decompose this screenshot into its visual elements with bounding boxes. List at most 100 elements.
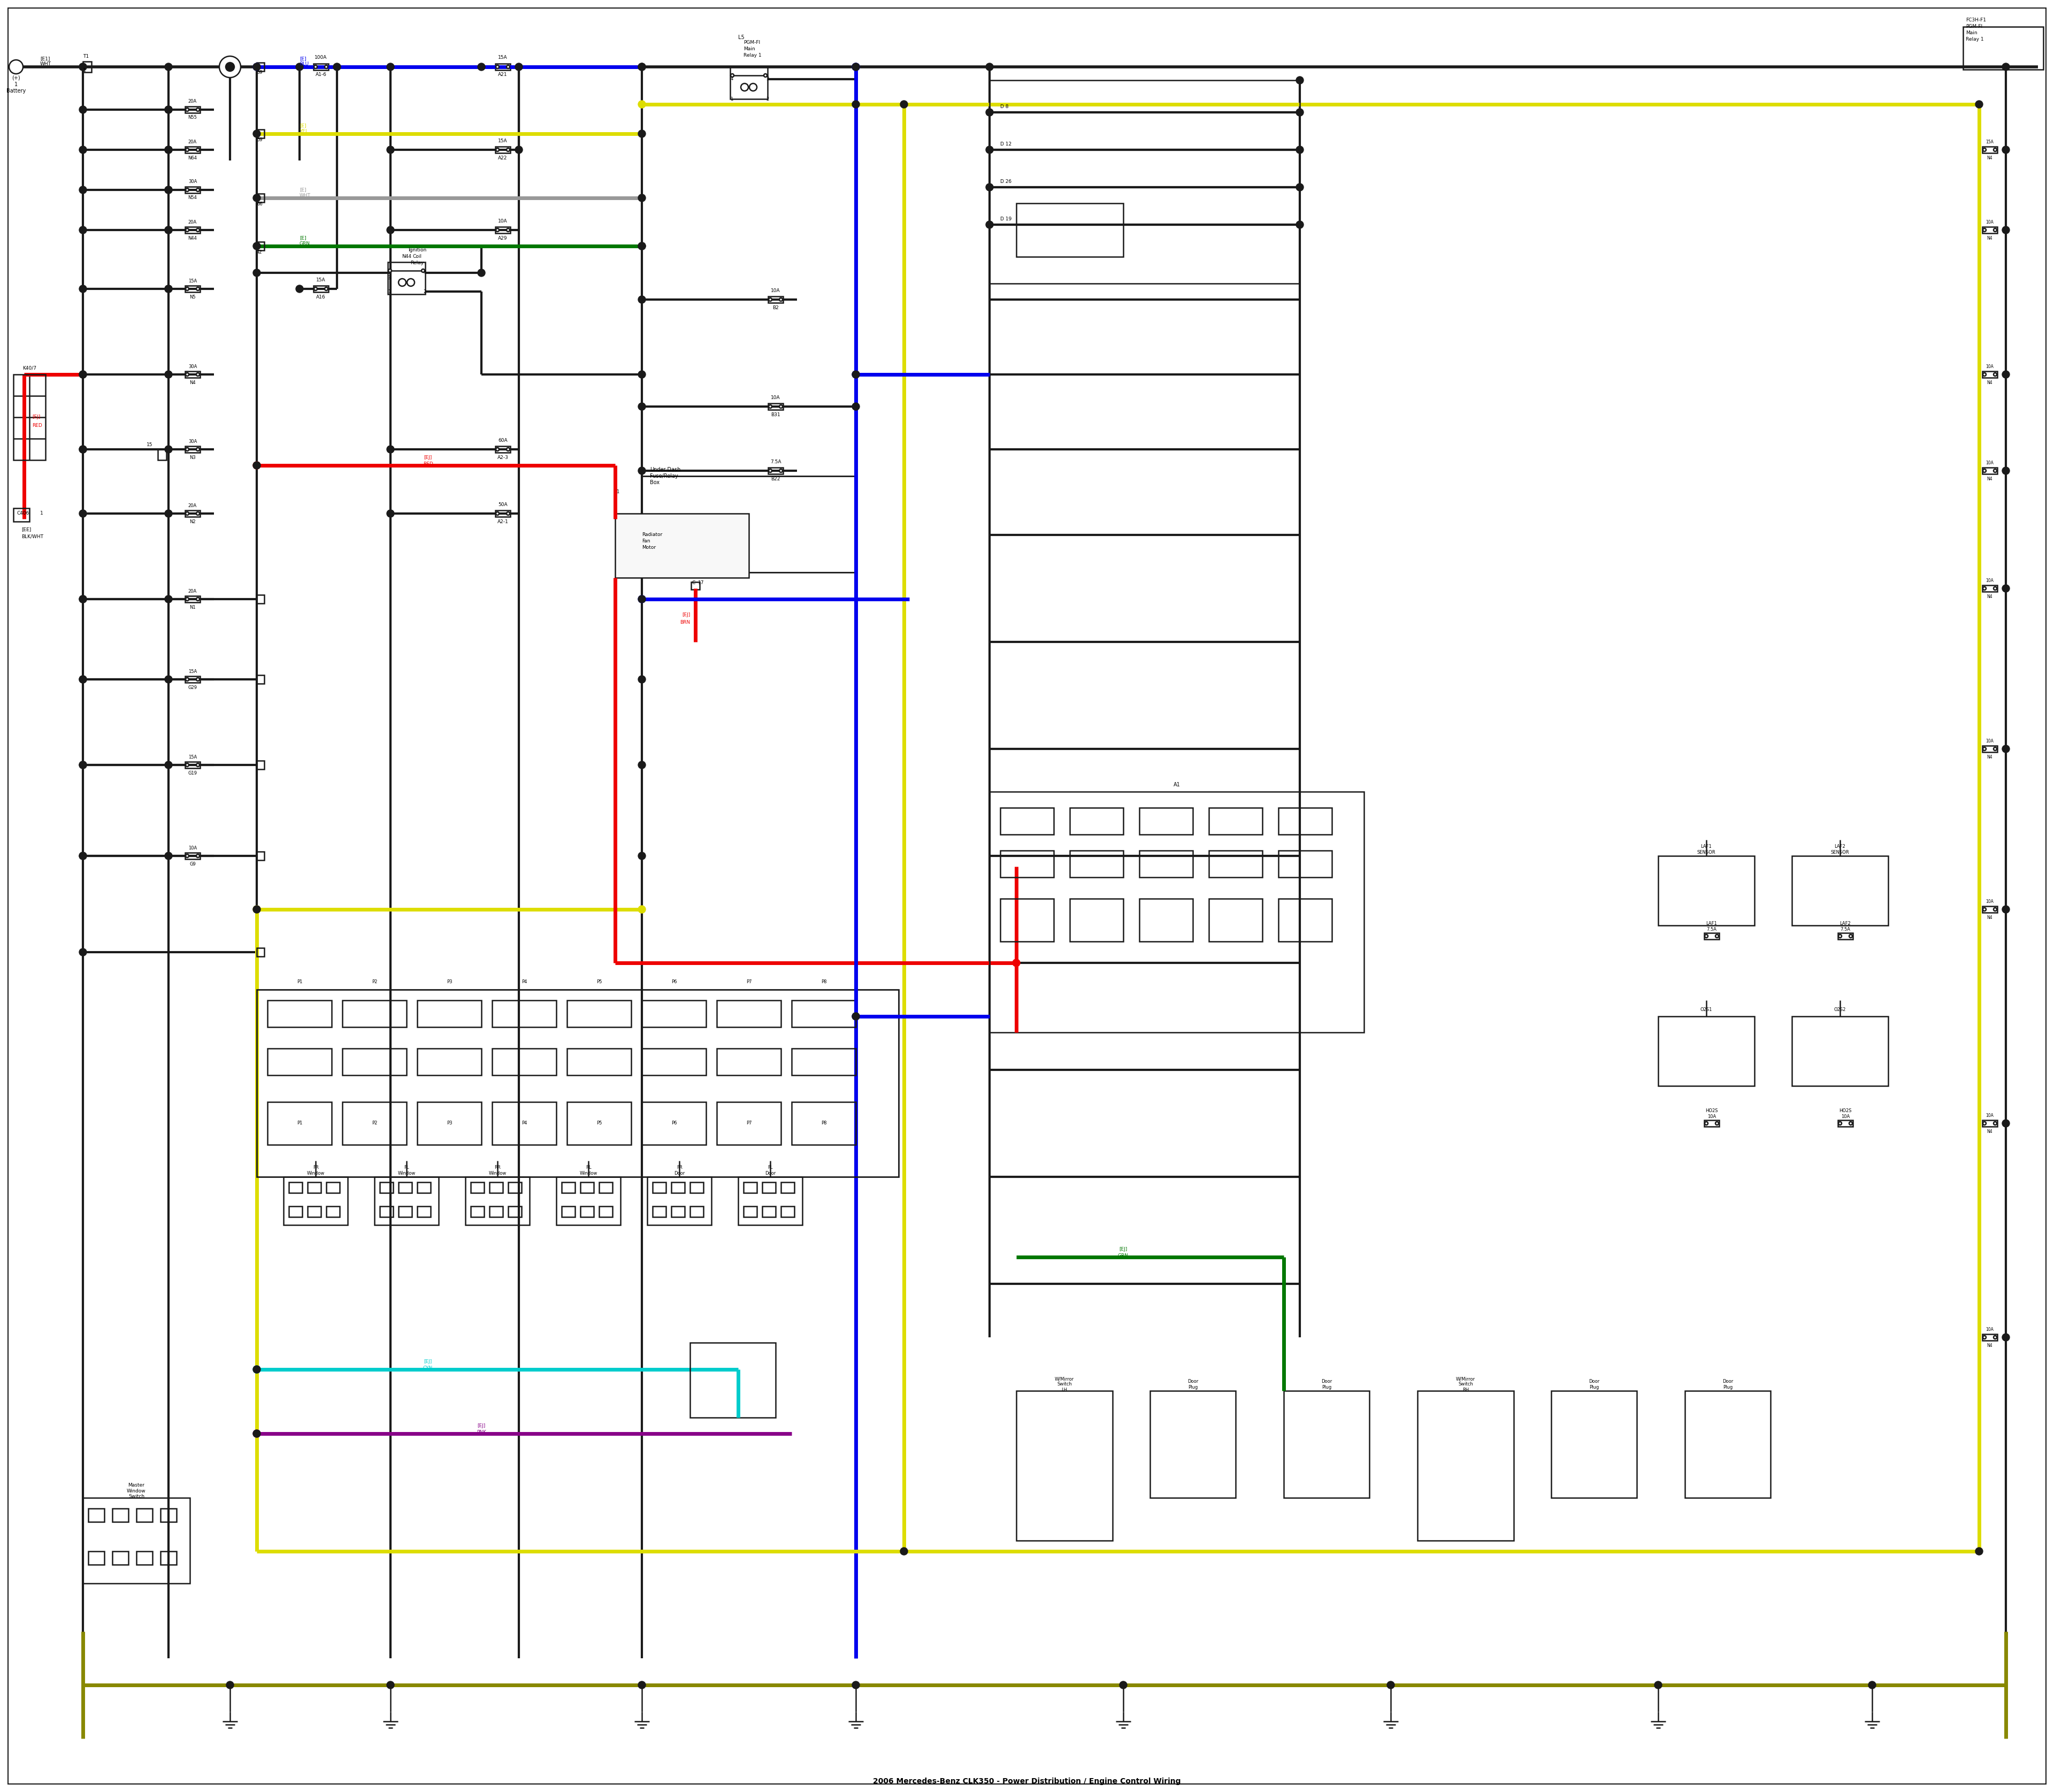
Bar [470, 1183, 485, 1193]
Bar [1070, 808, 1124, 835]
Circle shape [185, 149, 189, 151]
Text: N55: N55 [189, 115, 197, 120]
Circle shape [80, 63, 86, 70]
Bar [1140, 808, 1193, 835]
Circle shape [164, 186, 173, 194]
Text: D 19: D 19 [1000, 217, 1013, 222]
Bar [653, 1183, 665, 1193]
Bar [257, 129, 265, 138]
Text: O2S2: O2S2 [1834, 1007, 1847, 1012]
Text: Ignition: Ignition [409, 247, 427, 253]
Circle shape [639, 63, 645, 70]
Circle shape [2003, 905, 2009, 914]
Bar [257, 989, 900, 1177]
Circle shape [1982, 747, 1986, 751]
Bar [768, 468, 783, 473]
Bar [257, 595, 265, 604]
Text: P2: P2 [372, 978, 378, 984]
Text: LAF1
SENSOR: LAF1 SENSOR [1697, 844, 1715, 855]
Circle shape [852, 403, 859, 410]
Circle shape [164, 853, 173, 860]
Text: Coil: Coil [413, 254, 421, 260]
Bar [762, 1183, 776, 1193]
Bar [185, 371, 199, 378]
Bar [327, 1206, 339, 1217]
Text: FL
Window: FL Window [398, 1165, 415, 1176]
Text: Under-Dash: Under-Dash [649, 468, 680, 473]
Text: 15: 15 [146, 443, 152, 446]
Bar [1658, 1016, 1754, 1086]
Circle shape [80, 676, 86, 683]
Circle shape [1838, 1122, 1842, 1125]
Circle shape [1994, 1335, 1996, 1339]
Circle shape [185, 763, 189, 767]
Circle shape [1982, 373, 1986, 376]
Circle shape [197, 188, 199, 192]
Text: 10A: 10A [770, 394, 781, 400]
Text: Battery: Battery [6, 88, 27, 93]
Text: P6: P6 [672, 1122, 676, 1125]
Circle shape [333, 63, 341, 70]
Bar [791, 1000, 857, 1027]
Circle shape [852, 63, 859, 70]
Circle shape [639, 242, 645, 249]
Bar [158, 450, 166, 461]
Bar [600, 1206, 612, 1217]
Circle shape [185, 188, 189, 192]
Bar [267, 1048, 331, 1075]
Circle shape [253, 1430, 261, 1437]
Text: 4: 4 [731, 77, 733, 82]
Circle shape [386, 226, 394, 233]
Text: B31: B31 [770, 412, 781, 418]
Bar [113, 1509, 127, 1521]
Text: A2-1: A2-1 [497, 520, 507, 525]
Text: Fan: Fan [641, 539, 651, 543]
Text: [EJ]: [EJ] [423, 455, 431, 461]
Text: P1: P1 [296, 1122, 302, 1125]
Bar [14, 509, 29, 521]
Bar [185, 285, 199, 292]
Text: T1: T1 [82, 54, 88, 59]
Text: Relay 1: Relay 1 [1966, 38, 1984, 41]
Circle shape [8, 59, 23, 73]
Bar [136, 1509, 152, 1521]
Bar [737, 1177, 803, 1226]
Bar [185, 597, 199, 602]
Circle shape [185, 855, 189, 858]
Bar [185, 511, 199, 516]
Circle shape [185, 373, 189, 376]
Text: FR
Door: FR Door [674, 1165, 684, 1176]
Bar [653, 1206, 665, 1217]
Text: P7: P7 [746, 978, 752, 984]
Bar [690, 582, 700, 590]
Bar [1210, 808, 1263, 835]
Bar [672, 1183, 684, 1193]
Bar [343, 1048, 407, 1075]
Circle shape [986, 145, 994, 154]
Circle shape [1994, 909, 1996, 910]
Circle shape [2003, 371, 2009, 378]
Text: 59: 59 [257, 70, 263, 75]
Text: K40/7: K40/7 [23, 366, 37, 371]
Bar [185, 186, 199, 194]
Bar [308, 1183, 320, 1193]
Text: PNK: PNK [477, 1430, 487, 1435]
Circle shape [197, 108, 199, 111]
Circle shape [80, 595, 86, 602]
Circle shape [253, 905, 261, 914]
Text: 60A: 60A [497, 437, 507, 443]
Circle shape [516, 145, 522, 154]
Circle shape [479, 269, 485, 276]
Text: P5: P5 [596, 978, 602, 984]
Text: A16: A16 [316, 296, 327, 299]
Bar [1210, 851, 1263, 878]
Text: RED: RED [33, 423, 43, 428]
Circle shape [197, 763, 199, 767]
Circle shape [253, 63, 261, 70]
Bar [290, 1206, 302, 1217]
Bar [489, 1206, 503, 1217]
Text: 15A: 15A [497, 56, 507, 61]
Text: P7: P7 [746, 1122, 752, 1125]
Bar [185, 853, 199, 858]
Bar [417, 1102, 481, 1145]
